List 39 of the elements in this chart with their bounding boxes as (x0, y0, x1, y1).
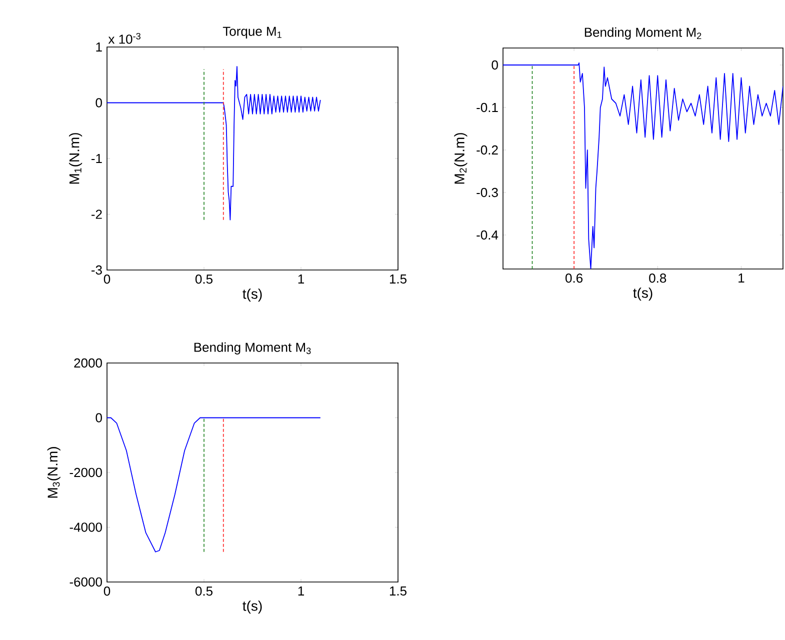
x-tick-label: 0 (104, 586, 110, 596)
line-series (503, 62, 783, 269)
y-tick-label: 2000 (74, 358, 102, 368)
y-axis-title: M$_{2}$(N.m) (454, 133, 468, 184)
x-tick-label: 0.5 (195, 274, 212, 284)
chart-title: Bending Moment M$_{3}$ (194, 342, 311, 354)
x-tick-label: 1 (738, 274, 744, 282)
x-tick-label: 1.5 (390, 274, 406, 284)
chart-title: Bending Moment M$_{2}$ (584, 27, 702, 40)
y-tick-label: -2 (91, 210, 102, 219)
y-tick-label: -3 (91, 265, 102, 275)
y-tick-label: -2000 (70, 468, 102, 478)
x-tick-label: 0.8 (649, 274, 666, 283)
x-tick-label: 0.6 (566, 274, 583, 283)
y-tick-label: 0 (96, 413, 102, 422)
y-tick-label: -4000 (70, 522, 102, 532)
y-tick-label: -0.2 (476, 145, 498, 155)
y-tick-label: -0.1 (476, 102, 498, 112)
y-axis-title: M$_{3}$(N.m) (47, 447, 60, 498)
chart-title: Torque M$_{1}$ (222, 26, 282, 38)
x-tick-label: 0.5 (195, 586, 212, 596)
y-tick-label: -0.4 (476, 230, 498, 240)
line-series (107, 417, 321, 552)
x-tick-label: 1.5 (390, 586, 406, 596)
y-tick-label: -1 (91, 154, 102, 163)
x-tick-label: 0 (104, 274, 110, 284)
x-tick-label: 1 (298, 586, 304, 596)
y-tick-label: -0.3 (476, 188, 498, 198)
line-series (107, 66, 321, 220)
text: x 10$^{-3}$ (108, 32, 140, 44)
y-tick-label: 1 (96, 42, 102, 52)
x-tick-label: 1 (298, 274, 304, 284)
y-tick-label: 0 (492, 60, 498, 70)
x-axis-title: t(s) (242, 600, 262, 614)
y-tick-label: 0 (96, 98, 102, 108)
x-axis-title: t(s) (633, 288, 652, 301)
x-axis-title: t(s) (242, 288, 262, 302)
y-axis-title: M$_{1}$(N.m) (69, 133, 82, 184)
y-tick-label: -6000 (70, 577, 102, 587)
